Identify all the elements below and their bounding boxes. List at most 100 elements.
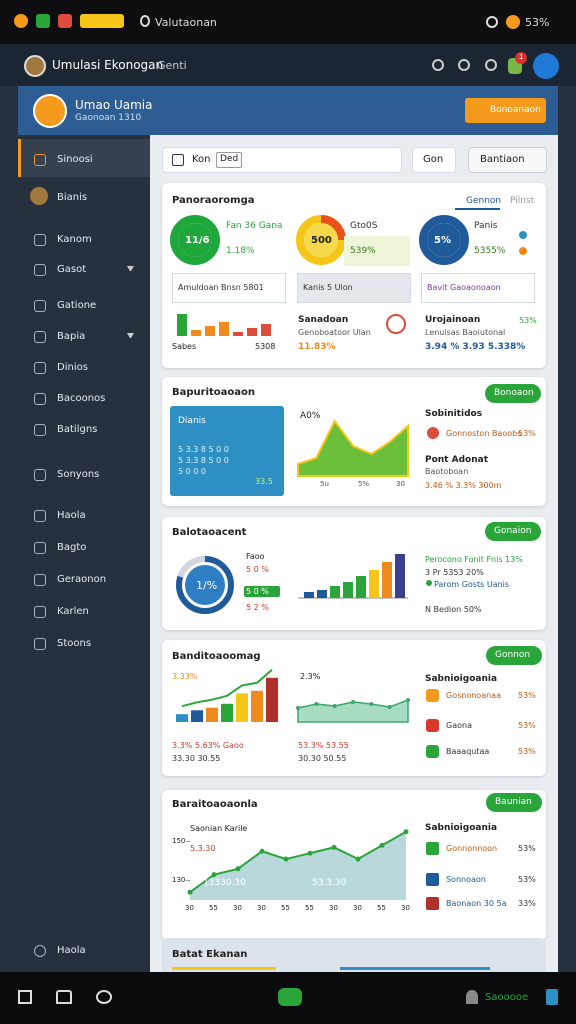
summary-value: 3.94 % 3.93 5.338% [425,342,526,352]
button[interactable] [465,98,546,123]
nav-item[interactable]: Sonyons [57,469,100,480]
icon[interactable] [485,59,497,71]
chart [177,314,271,336]
button[interactable] [486,793,542,812]
icon [426,745,439,758]
button-text[interactable]: Bonoanaon [490,105,541,115]
app-bar [0,44,576,86]
gauge-name: Gto0S [350,221,378,231]
nav-label[interactable]: Saooooe [485,992,529,1003]
button[interactable] [485,522,541,541]
filter[interactable] [421,273,535,303]
dot [426,580,432,586]
nav-item[interactable]: Batilgns [57,424,98,435]
button-text[interactable]: Gon [423,154,444,165]
icon[interactable] [18,990,32,1004]
panel-value: 33.5 [255,477,273,486]
chevron [127,266,134,271]
area [297,698,409,723]
nav-item[interactable]: Karlen [57,606,89,617]
nav-item[interactable]: Haola [57,510,86,521]
icon[interactable] [96,990,112,1004]
search-box[interactable] [162,147,402,173]
point [307,850,313,856]
bar [219,322,229,336]
profile[interactable] [533,53,559,79]
icon [34,362,46,374]
nav-item[interactable]: Bagto [57,542,87,553]
summary-title: Sanadoan [298,315,349,325]
panel [170,406,284,496]
button-text[interactable]: Bonoaon [494,388,534,398]
icon [34,574,46,586]
filter[interactable] [297,273,411,303]
point [387,705,392,709]
icon [34,510,46,522]
tab[interactable]: Pilnst [510,196,535,206]
icon[interactable] [432,59,444,71]
button[interactable] [278,988,302,1006]
nav-footer[interactable]: Haola [57,945,86,956]
bar [343,582,353,598]
bar [266,677,278,722]
nav-item[interactable]: Bianis [57,192,88,203]
chart-note: [3330.30 [205,878,246,888]
icon [427,427,439,439]
progress [340,967,490,970]
point [351,700,355,704]
button-text[interactable]: Baunian [495,797,532,807]
x-tick-label: 30 [185,904,194,912]
filter-text[interactable]: Kanis 5 Ulon [303,283,353,292]
point [406,698,410,702]
x-tick-label: 30 [396,480,405,488]
button[interactable] [468,147,547,173]
icon[interactable] [56,990,72,1004]
list-item: Sonnoaon [446,875,486,884]
chart [419,215,469,265]
nav-item[interactable]: Bapia [57,331,86,342]
icon [34,264,46,276]
nav-item[interactable]: Bacoonos [57,393,106,404]
list-item: Baonaon 30 5a [446,899,507,908]
tab[interactable]: Gennon [466,196,502,206]
nav-item[interactable]: Sinoosi [57,154,93,165]
icon [426,689,439,702]
button[interactable] [485,384,541,403]
area [190,831,406,900]
bar [191,330,201,336]
filter-text[interactable]: Amuldoan Bnsn 5801 [178,283,264,292]
bar [206,707,218,722]
trend-line [181,669,273,708]
icon[interactable] [546,989,558,1005]
icon[interactable] [458,59,470,71]
icon [466,990,478,1004]
balance-label: 5 0 % [246,587,269,596]
nav-item[interactable]: Geraonon [57,574,107,585]
tab[interactable]: Genti [157,59,187,72]
nav-item[interactable]: Stoons [57,638,92,649]
nav-item[interactable]: Gatione [57,300,97,311]
icon [58,14,72,28]
donut-center [185,565,225,605]
button-text[interactable]: Gonnon [495,650,531,660]
icon [34,234,46,246]
gauge-label: 5% [434,235,451,246]
highlight [344,236,410,266]
nav-item[interactable]: Kanom [57,234,92,245]
button[interactable] [486,646,542,665]
icon [426,873,439,886]
filter[interactable] [172,273,286,303]
filter-text[interactable]: Bavit Gaoaonoaon [427,283,501,292]
button[interactable] [412,147,456,173]
card-title: Balotaoacent [172,527,247,538]
icon [34,606,46,618]
list-item: Parom Gosts Uanis [434,580,510,589]
bar [247,328,257,336]
logo [33,94,67,128]
button-text[interactable]: Bantiaon [480,154,525,165]
nav-item[interactable]: Dinios [57,362,88,373]
status-text: Valutaonan [155,16,217,29]
button-text[interactable]: Gonaion [494,526,532,536]
list-item: 3 Pr 5353 20% [425,568,484,577]
nav-item[interactable]: Gasot [57,264,87,275]
